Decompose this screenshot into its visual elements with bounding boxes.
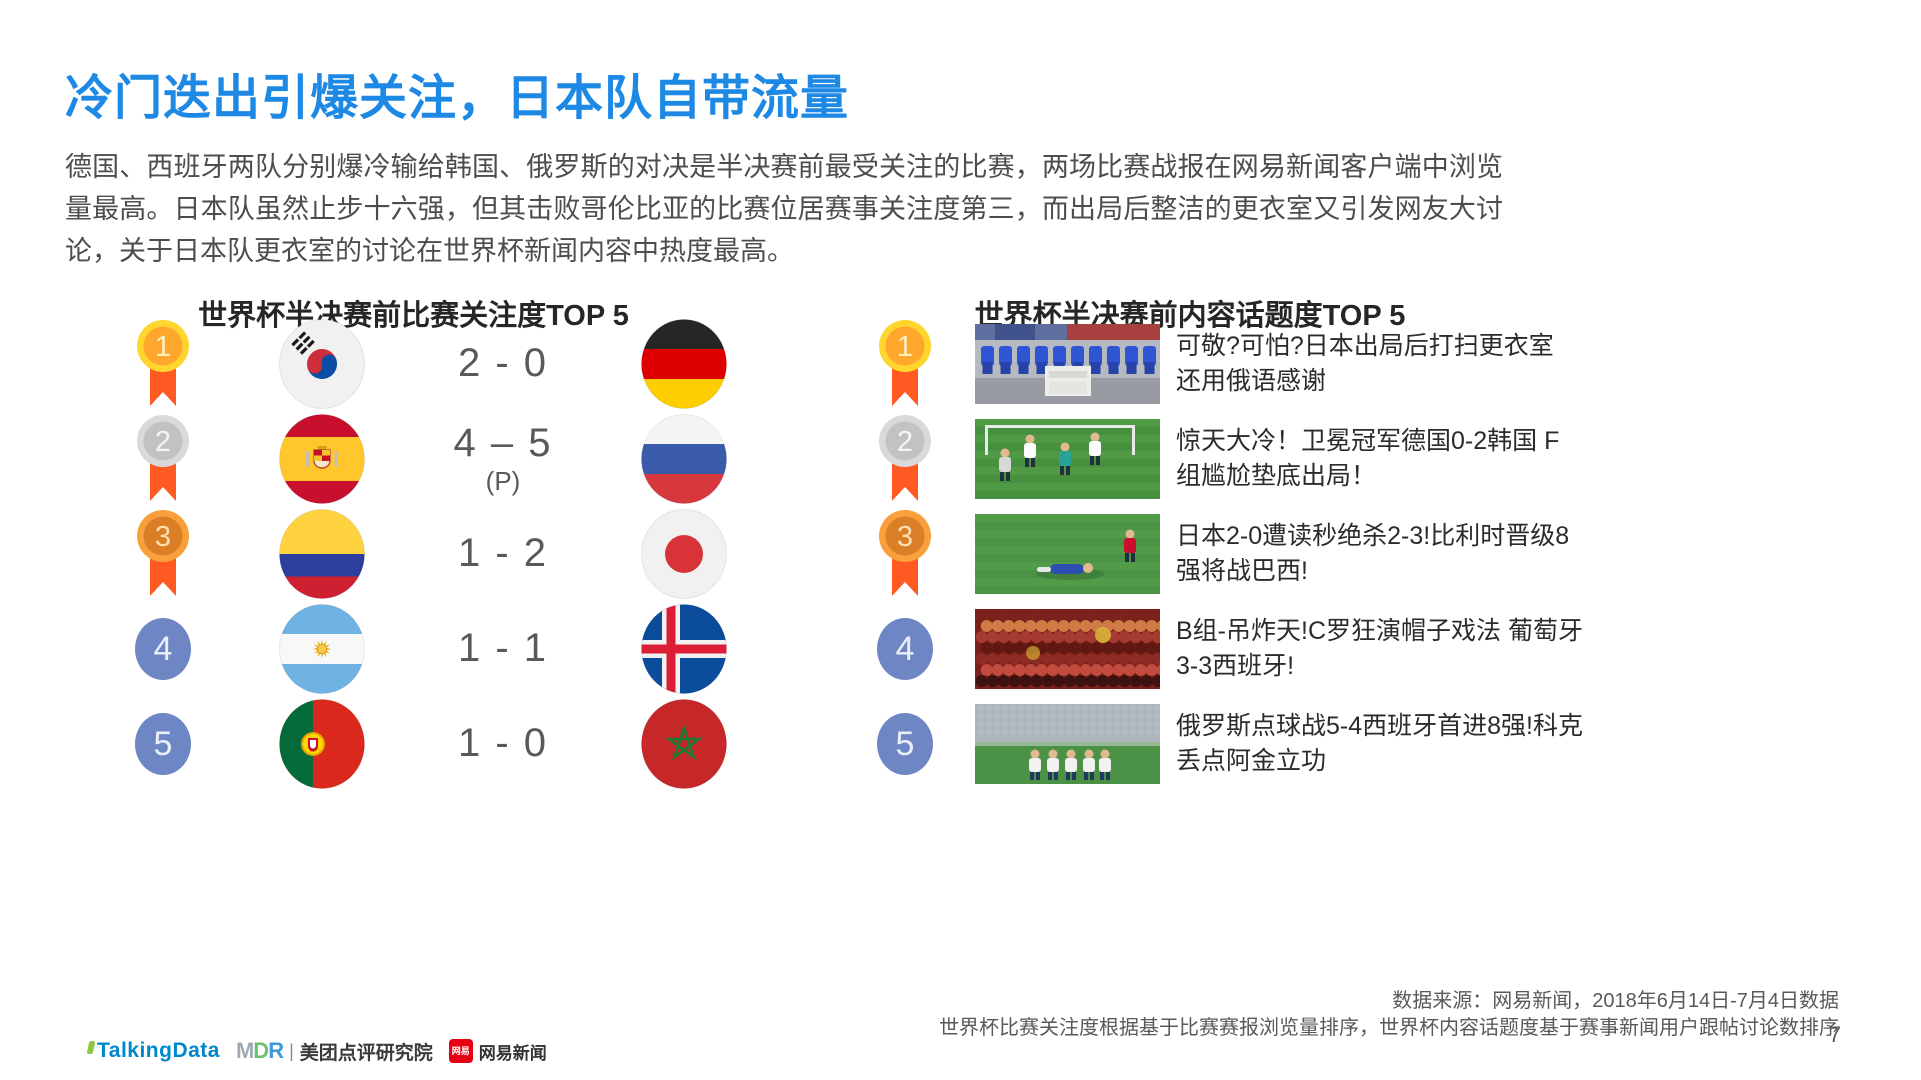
article-headline: B组-吊炸天!C罗狂演帽子戏法 葡萄牙3-3西班牙!: [1176, 617, 1583, 680]
match-attention-list: 1 2 - 0 2 4 – 5 (P): [100, 316, 727, 791]
article-thumbnail: [975, 513, 1160, 594]
topic-row: 4 B组-吊炸天!C罗狂演帽子戏法 葡萄牙3-3西班牙!: [860, 601, 1584, 696]
flag-argentina-icon: [279, 603, 365, 694]
netease-news-label: 网易新闻: [478, 1043, 547, 1063]
flag-morocco-icon: [641, 698, 727, 789]
svg-text:2: 2: [897, 426, 913, 458]
match-score: 2 - 0: [365, 341, 641, 386]
flag-colombia-icon: [279, 508, 365, 599]
rank-medal-icon: 2: [860, 413, 950, 505]
topic-row: 2 惊天大冷！卫冕冠军德国0-2韩国 F组尴尬垫底出局！: [860, 411, 1584, 506]
penalty-shootout-note: (P): [485, 465, 521, 496]
netease-news-logo: 网易 网易新闻: [448, 1039, 547, 1064]
talkingdata-wordmark: TalkingData: [97, 1039, 220, 1062]
footer-logos: TalkingData MDR | 美团点评研究院 网易 网易新闻: [86, 1038, 547, 1065]
svg-text:1: 1: [155, 331, 171, 363]
mdr-letters: MDR: [235, 1038, 284, 1063]
match-score: 1 - 2: [365, 531, 641, 576]
match-row: 2 4 – 5 (P): [100, 411, 727, 506]
flag-iceland-icon: [641, 603, 727, 694]
rank-medal-icon: 3: [860, 508, 950, 600]
score-value: 2 - 0: [457, 341, 549, 385]
rank-medal-icon: 1: [860, 318, 950, 410]
netease-badge-icon: 网易: [448, 1039, 473, 1063]
mdr-logo: MDR | 美团点评研究院: [236, 1038, 433, 1065]
article-headline: 日本2-0遭读秒绝杀2-3!比利时晋级8强将战巴西!: [1176, 522, 1570, 585]
rank-medal-icon: 2: [100, 413, 226, 505]
svg-text:4: 4: [154, 630, 173, 668]
svg-text:3: 3: [897, 521, 913, 553]
topic-row: 3 日本2-0遭读秒绝杀2-3!比利时晋级8强将战巴西!: [860, 506, 1584, 601]
page-number: 7: [1828, 1022, 1841, 1047]
rank-medal-icon: 1: [100, 318, 226, 410]
match-score: 1 - 1: [365, 626, 641, 671]
topic-row: 5 俄罗斯点球战5-4西班牙首进8强!科克丢点阿金立功: [860, 696, 1584, 791]
flag-spain-icon: [279, 413, 365, 504]
article-headline: 惊天大冷！卫冕冠军德国0-2韩国 F组尴尬垫底出局！: [1176, 427, 1560, 490]
page-title: 冷门迭出引爆关注，日本队自带流量: [65, 72, 850, 125]
flag-south-korea-icon: [279, 318, 365, 409]
svg-text:2: 2: [155, 426, 171, 458]
match-row: 5 1 - 0: [100, 696, 727, 791]
article-thumbnail: [975, 608, 1160, 689]
rank-medal-icon: 3: [100, 508, 226, 600]
data-source-note: 数据来源：网易新闻，2018年6月14日-7月4日数据 世界杯比赛关注度根据基于…: [939, 988, 1839, 1042]
rank-badge: 5: [860, 712, 950, 776]
match-row: 1 2 - 0: [100, 316, 727, 411]
match-score: 4 – 5 (P): [365, 421, 641, 497]
rank-badge: 5: [100, 712, 226, 776]
score-value: 1 - 0: [457, 721, 549, 765]
rank-badge: 4: [860, 617, 950, 681]
mdr-institute-label: 美团点评研究院: [299, 1042, 433, 1064]
data-source-line1: 数据来源：网易新闻，2018年6月14日-7月4日数据: [1392, 990, 1839, 1012]
match-row: 4 1 - 1: [100, 601, 727, 696]
flag-russia-icon: [641, 413, 727, 504]
match-row: 3 1 - 2: [100, 506, 727, 601]
topic-row: 1 可敬?可怕?日本出局后打扫更衣室 还用俄语感谢: [860, 316, 1584, 411]
article-thumbnail: [975, 418, 1160, 499]
svg-text:5: 5: [896, 725, 915, 763]
talkingdata-quote-icon: [86, 1040, 96, 1054]
rank-badge: 4: [100, 617, 226, 681]
svg-text:1: 1: [897, 331, 913, 363]
score-value: 1 - 1: [457, 626, 549, 670]
svg-text:4: 4: [896, 630, 915, 668]
logo-divider: |: [289, 1040, 294, 1061]
svg-text:3: 3: [155, 521, 171, 553]
svg-text:5: 5: [154, 725, 173, 763]
left-panel-title: 世界杯半决赛前比赛关注度TOP 5: [198, 300, 629, 332]
talkingdata-logo: TalkingData: [86, 1039, 220, 1063]
content-topic-list: 1 可敬?可怕?日本出局后打扫更衣室 还用俄语感谢 2 惊天大冷！卫冕冠军德国0…: [860, 316, 1584, 791]
score-value: 4 – 5: [453, 420, 553, 465]
article-thumbnail: [975, 323, 1160, 404]
flag-portugal-icon: [279, 698, 365, 789]
article-headline: 俄罗斯点球战5-4西班牙首进8强!科克丢点阿金立功: [1176, 712, 1583, 775]
match-score: 1 - 0: [365, 721, 641, 766]
flag-japan-icon: [641, 508, 727, 599]
intro-paragraph: 德国、西班牙两队分别爆冷输给韩国、俄罗斯的对决是半决赛前最受关注的比赛，两场比赛…: [65, 152, 1503, 267]
data-source-line2: 世界杯比赛关注度根据基于比赛赛报浏览量排序，世界杯内容话题度基于赛事新闻用户跟帖…: [939, 1017, 1839, 1039]
article-thumbnail: [975, 703, 1160, 784]
flag-germany-icon: [641, 318, 727, 409]
article-headline: 可敬?可怕?日本出局后打扫更衣室 还用俄语感谢: [1176, 332, 1554, 395]
score-value: 1 - 2: [457, 531, 549, 575]
